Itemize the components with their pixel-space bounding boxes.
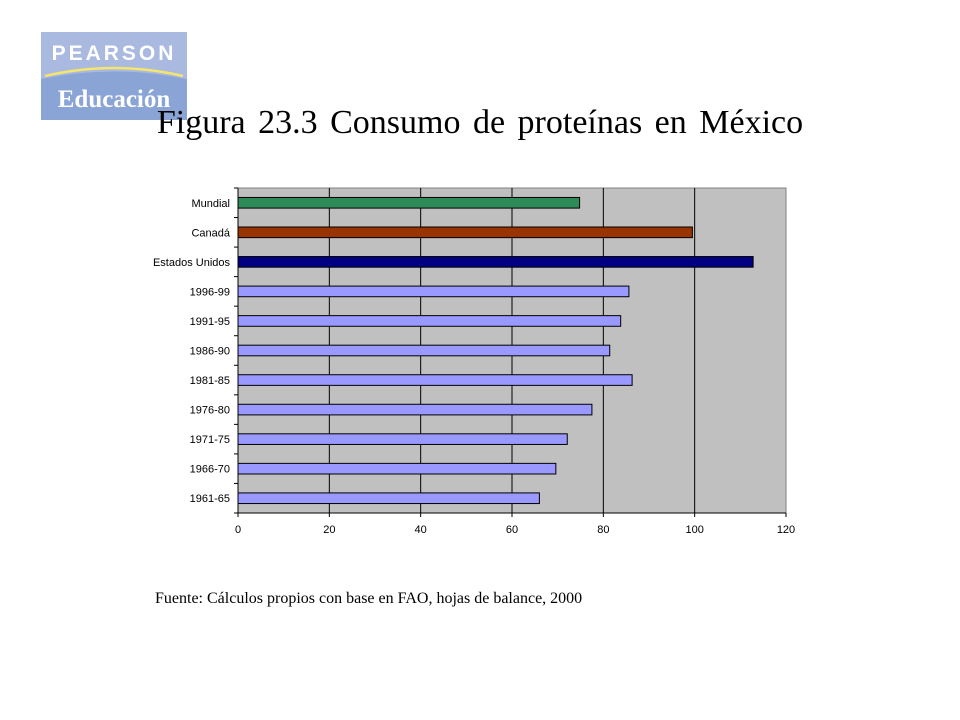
x-tick-label: 40 xyxy=(415,524,427,536)
category-label: Estados Unidos xyxy=(153,257,231,269)
x-tick-label: 60 xyxy=(506,524,518,536)
source-note: Fuente: Cálculos propios con base en FAO… xyxy=(155,590,583,607)
bar xyxy=(237,344,611,357)
bar xyxy=(237,403,593,416)
category-label: 1991-95 xyxy=(190,316,230,328)
x-tick-label: 100 xyxy=(685,524,703,536)
x-tick-label: 80 xyxy=(597,524,609,536)
category-label: 1971-75 xyxy=(190,434,230,446)
category-label: Canadá xyxy=(191,227,230,239)
pearson-logo-graphic: PEARSON Educación xyxy=(41,32,187,120)
category-label: 1996-99 xyxy=(190,286,230,298)
bar xyxy=(237,285,630,298)
bar xyxy=(237,196,581,209)
bars xyxy=(237,196,754,505)
x-tick-label: 0 xyxy=(235,524,241,536)
category-label: 1986-90 xyxy=(190,346,230,358)
x-tick-label: 20 xyxy=(323,524,335,536)
tick-labels: 0 20 40 60 80 100 120 xyxy=(235,524,795,536)
bar-chart: Mundial Canadá Estados Unidos 1996-99 1991-9… xyxy=(153,187,795,536)
bar xyxy=(237,492,540,505)
category-labels: Mundial Canadá Estados Unidos 1996-99 1991-9… xyxy=(153,198,231,505)
bar xyxy=(237,226,693,239)
bar xyxy=(237,315,622,327)
axes xyxy=(237,188,786,514)
bar xyxy=(237,256,754,268)
bar xyxy=(237,462,557,475)
pearson-logo: PEARSON Educación xyxy=(41,32,187,120)
category-label: 1966-70 xyxy=(190,464,230,476)
logo-bottom-text: Educación xyxy=(58,86,171,113)
category-label: 1976-80 xyxy=(190,405,230,417)
category-label: Mundial xyxy=(191,198,230,210)
category-label: 1981-85 xyxy=(190,375,230,387)
page-title: Figura 23.3 Consumo de proteínas en Méxi… xyxy=(156,104,804,141)
bar xyxy=(237,433,568,445)
x-tick-label: 120 xyxy=(777,524,795,536)
bar xyxy=(237,374,633,386)
category-label: 1961-65 xyxy=(190,493,230,505)
logo-top-text: PEARSON xyxy=(52,42,177,65)
